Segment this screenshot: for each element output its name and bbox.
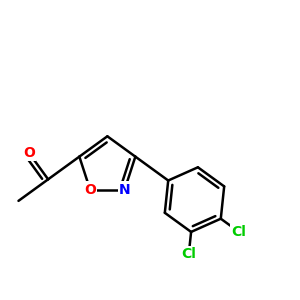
Text: O: O [23,146,35,160]
Text: Cl: Cl [231,225,246,239]
Text: O: O [84,183,96,196]
Text: N: N [119,183,130,196]
Text: Cl: Cl [181,247,196,261]
